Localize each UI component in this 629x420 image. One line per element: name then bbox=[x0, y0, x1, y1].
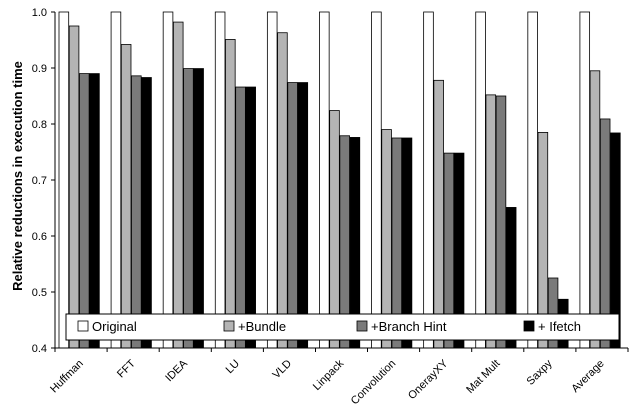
bar-ifetch-huffman bbox=[89, 73, 100, 349]
y-tick-label-0.6: 0.6 bbox=[32, 231, 47, 243]
bar-branch-hint-mat-mult bbox=[495, 95, 507, 349]
bar-original-lu bbox=[214, 11, 226, 349]
bar-branch-hint-fft bbox=[131, 75, 142, 349]
bar-bundle-vld bbox=[277, 32, 288, 349]
x-tick-label-average: Average bbox=[569, 358, 606, 395]
bar-bundle-average bbox=[589, 70, 601, 349]
bar-bundle-huffman bbox=[68, 25, 80, 349]
bar-bundle-lu bbox=[225, 39, 236, 349]
x-tick-label-huffman: Huffman bbox=[48, 358, 86, 396]
y-tick-label-0.4: 0.4 bbox=[32, 343, 47, 355]
legend-box bbox=[65, 313, 620, 341]
legend-swatch-0 bbox=[77, 320, 89, 332]
bar-bundle-mat-mult bbox=[485, 94, 497, 349]
x-labels-layer: Huffman FFT IDEA LU VLD Linpack Convolution One… bbox=[48, 357, 607, 407]
bar-branch-hint-huffman bbox=[79, 73, 90, 349]
y-axis-title: Relative reductions in execution time bbox=[10, 61, 25, 291]
bar-original-onerayxy bbox=[423, 11, 434, 349]
bar-branch-hint-lu bbox=[235, 86, 246, 349]
legend-label-2: +Branch Hint bbox=[371, 319, 447, 334]
y-tick-label-0.7: 0.7 bbox=[32, 175, 47, 187]
bar-original-mat-mult bbox=[475, 11, 486, 349]
bar-original-saxpy bbox=[527, 11, 538, 349]
x-tick-label-linpack: Linpack bbox=[311, 357, 347, 393]
bars-layer bbox=[58, 11, 621, 349]
legend-label-3: + Ifetch bbox=[538, 319, 581, 334]
y-ticks-layer: 0.4 0.5 0.6 0.7 0.8 0.9 1.0 bbox=[32, 7, 55, 355]
legend-swatch-3 bbox=[523, 320, 535, 332]
legend-swatch-2 bbox=[356, 320, 368, 332]
legend: Original +Bundle +Branch Hint + Ifetch bbox=[65, 313, 620, 341]
bar-ifetch-vld bbox=[297, 82, 309, 349]
y-tick-label-0.8: 0.8 bbox=[32, 119, 47, 131]
y-tick-label-0.9: 0.9 bbox=[32, 63, 47, 75]
bar-branch-hint-vld bbox=[287, 82, 298, 349]
legend-swatch-1 bbox=[223, 320, 235, 332]
bar-bundle-fft bbox=[120, 44, 132, 349]
x-tick-label-idea: IDEA bbox=[163, 357, 190, 384]
y-tick-label-0.5: 0.5 bbox=[32, 287, 47, 299]
bar-original-huffman bbox=[58, 11, 70, 349]
x-tick-label-saxpy: Saxpy bbox=[525, 357, 555, 387]
bar-original-average bbox=[579, 11, 591, 349]
x-tick-label-convolution: Convolution bbox=[349, 358, 399, 408]
bar-original-linpack bbox=[319, 11, 330, 349]
bar-ifetch-fft bbox=[141, 77, 152, 349]
bar-original-vld bbox=[266, 11, 278, 349]
x-tick-label-vld: VLD bbox=[270, 358, 294, 382]
bar-original-convolution bbox=[371, 11, 382, 349]
x-tick-label-fft: FFT bbox=[115, 357, 138, 380]
bar-ifetch-idea bbox=[193, 68, 204, 349]
y-tick-label-1.0: 1.0 bbox=[32, 7, 47, 19]
bar-bundle-linpack bbox=[329, 110, 340, 349]
bar-bundle-onerayxy bbox=[433, 79, 444, 349]
bar-original-fft bbox=[110, 11, 122, 349]
x-tick-label-mat-mult: Mat Mult bbox=[464, 358, 502, 396]
bar-original-idea bbox=[162, 11, 174, 349]
x-tick-label-onerayxy: OnerayXY bbox=[406, 357, 451, 402]
legend-label-1: +Bundle bbox=[238, 319, 286, 334]
legend-label-0: Original bbox=[92, 319, 137, 334]
bar-bundle-idea bbox=[172, 21, 184, 349]
bar-branch-hint-idea bbox=[183, 68, 194, 349]
bar-ifetch-lu bbox=[245, 86, 256, 349]
x-tick-label-lu: LU bbox=[224, 358, 242, 376]
